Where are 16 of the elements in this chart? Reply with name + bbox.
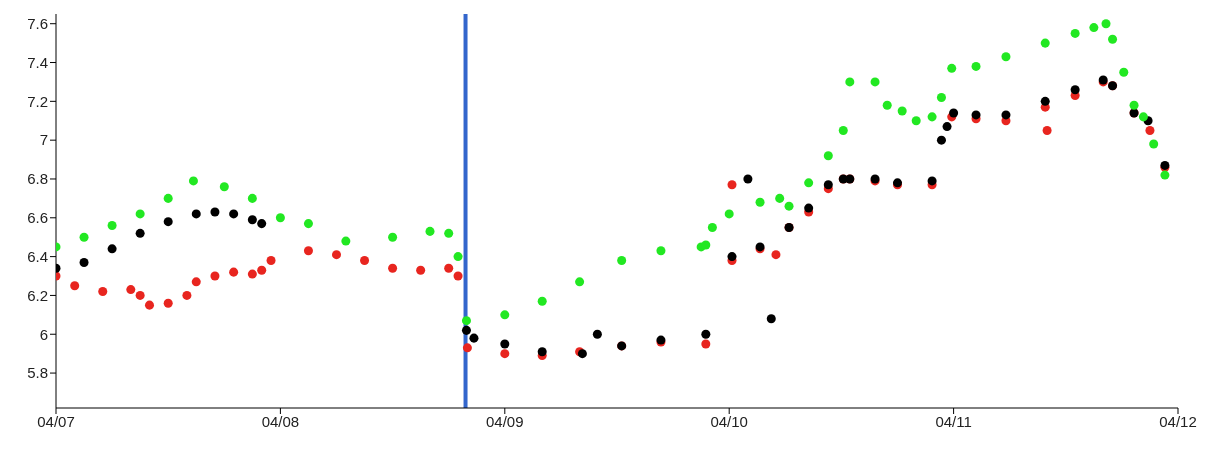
y-tick-label: 7.6	[27, 15, 48, 33]
y-tick-label: 6.4	[27, 247, 48, 265]
x-tick-label: 04/07	[37, 412, 75, 430]
y-tick-label: 7.2	[27, 92, 48, 110]
x-tick-label: 04/08	[261, 412, 300, 430]
x-tick-label: 04/10	[710, 412, 748, 430]
y-tick-label: 5.8	[27, 364, 48, 382]
y-tick-label: 6	[39, 325, 48, 343]
y-tick-label: 6.8	[27, 170, 48, 188]
y-tick-label: 7	[39, 131, 48, 149]
x-tick-label: 04/11	[935, 412, 972, 430]
x-tick-label: 04/09	[486, 412, 524, 430]
y-tick-label: 7.4	[27, 53, 48, 71]
y-tick-label: 6.6	[27, 209, 48, 227]
y-tick-label: 6.2	[27, 286, 48, 304]
x-tick-label: 04/12	[1159, 412, 1197, 430]
